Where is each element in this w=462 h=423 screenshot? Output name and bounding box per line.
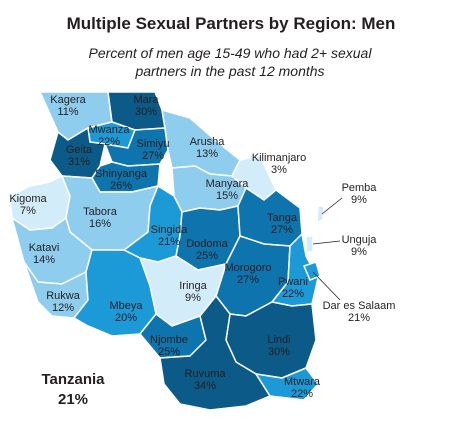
region-unguja [305, 235, 314, 253]
region-value: 21% [157, 236, 181, 248]
region-value: 26% [109, 180, 133, 192]
region-value: 9% [351, 246, 367, 258]
region-value: 13% [195, 148, 219, 160]
region-value: 25% [157, 346, 181, 358]
region-name: Shinyanga [95, 168, 147, 180]
label-tanga: Tanga 27% [262, 212, 302, 236]
region-value: 7% [20, 205, 36, 217]
region-value: 30% [134, 106, 158, 118]
region-value: 20% [114, 312, 138, 324]
region-name: Simiyu [136, 138, 170, 150]
country-name: Tanzania [41, 371, 105, 388]
region-value: 16% [88, 218, 112, 230]
region-value: 27% [236, 274, 260, 286]
leader-unguja [312, 240, 341, 245]
region-name: Lindi [267, 334, 291, 346]
label-mtwara: Mtwara 22% [276, 376, 328, 400]
country-value: 21% [57, 391, 89, 408]
region-value: 21% [347, 312, 371, 324]
region-name: Mara [133, 94, 159, 106]
region-mtwara [255, 367, 319, 401]
region-name: Mtwara [283, 376, 321, 388]
region-geita [49, 127, 106, 179]
region-name: Kilimanjaro [251, 152, 307, 164]
subtitle-line-2: partners in the past 12 months [135, 63, 325, 79]
region-name: Mwanza [88, 124, 130, 136]
region-name: Mbeya [109, 300, 143, 312]
label-arusha: Arusha 13% [184, 136, 230, 160]
label-dodoma: Dodoma 25% [182, 238, 232, 262]
map-subtitle: Percent of men age 15-49 who had 2+ sexu… [40, 44, 420, 80]
label-lindi: Lindi 30% [258, 334, 300, 358]
region-value: 12% [51, 302, 75, 314]
region-value: 22% [97, 136, 121, 148]
region-name: Dar es Salaam [322, 300, 396, 312]
national-total: Tanzania 21% [28, 370, 118, 410]
label-kagera: Kagera 11% [46, 94, 90, 118]
region-name: Rukwa [46, 290, 80, 302]
region-value: 27% [270, 224, 294, 236]
label-pemba: Pemba 9% [336, 182, 382, 206]
region-name: Tabora [83, 206, 117, 218]
leader-pemba [321, 197, 343, 215]
region-value: 15% [215, 190, 239, 202]
label-iringa: Iringa 9% [172, 280, 214, 304]
label-rukwa: Rukwa 12% [40, 290, 86, 314]
region-name: Unguja [341, 234, 377, 246]
label-mara: Mara 30% [124, 94, 168, 118]
region-value: 9% [185, 292, 201, 304]
region-name: Manyara [205, 178, 249, 190]
region-name: Njombe [150, 334, 188, 346]
region-pemba [316, 205, 325, 223]
label-mwanza: Mwanza 22% [84, 124, 134, 148]
region-name: Singida [150, 224, 188, 236]
region-ruvuma [159, 295, 271, 411]
region-value: 30% [267, 346, 291, 358]
subtitle-line-1: Percent of men age 15-49 who had 2+ sexu… [88, 45, 372, 61]
label-manyara: Manyara 15% [200, 178, 254, 202]
region-name: Geita [65, 144, 93, 156]
leader-lines [312, 197, 343, 301]
region-value: 14% [32, 254, 56, 266]
region-name: Dodoma [186, 238, 228, 250]
region-name: Morogoro [224, 262, 272, 274]
region-name: Katavi [28, 242, 60, 254]
region-name: Ruvuma [184, 368, 226, 380]
region-value: 31% [67, 156, 91, 168]
label-kilimanjaro: Kilimanjaro 3% [242, 152, 316, 176]
region-name: Pwani [278, 276, 308, 288]
regions [9, 91, 325, 411]
label-njombe: Njombe 25% [144, 334, 194, 358]
region-value: 25% [195, 250, 219, 262]
region-name: Kagera [50, 94, 86, 106]
label-geita: Geita 31% [62, 144, 96, 168]
label-kigoma: Kigoma 7% [6, 193, 50, 217]
label-tabora: Tabora 16% [76, 206, 124, 230]
region-name: Tanga [267, 212, 297, 224]
label-morogoro: Morogoro 27% [216, 262, 280, 286]
region-name: Arusha [189, 136, 225, 148]
region-value: 3% [271, 164, 287, 176]
region-value: 11% [57, 106, 79, 118]
label-ruvuma: Ruvuma 34% [180, 368, 230, 392]
region-name: Iringa [179, 280, 207, 292]
leader-dar-es-salaam [312, 271, 341, 301]
label-pwani: Pwani 22% [270, 276, 316, 300]
label-katavi: Katavi 14% [22, 242, 66, 266]
label-unguja: Unguja 9% [336, 234, 382, 258]
label-mbeya: Mbeya 20% [102, 300, 150, 324]
region-name: Kigoma [9, 193, 47, 205]
label-singida: Singida 21% [144, 224, 194, 248]
region-value: 9% [351, 194, 367, 206]
label-simiyu: Simiyu 27% [130, 138, 176, 162]
map-title: Multiple Sexual Partners by Region: Men [66, 14, 396, 33]
region-value: 34% [193, 380, 217, 392]
label-dar-es-salaam: Dar es Salaam 21% [314, 300, 404, 324]
region-value: 22% [290, 388, 314, 400]
region-name: Pemba [341, 182, 377, 194]
region-value: 22% [281, 288, 305, 300]
region-value: 27% [141, 150, 165, 162]
label-shinyanga: Shinyanga 26% [88, 168, 154, 192]
